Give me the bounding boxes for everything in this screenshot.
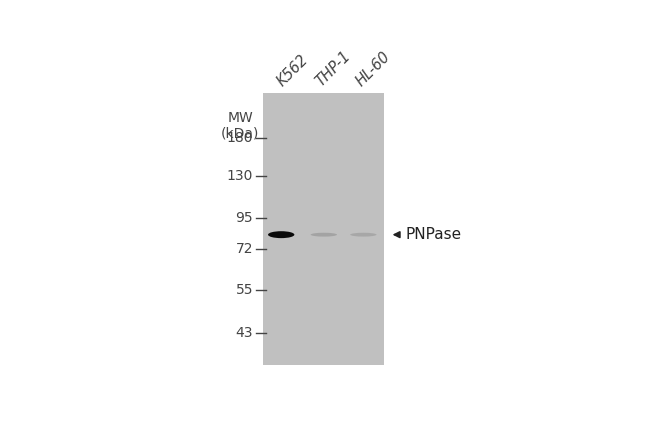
Text: 95: 95 [235,211,253,225]
Text: MW
(kDa): MW (kDa) [221,111,259,141]
Bar [263,93,383,365]
Ellipse shape [268,231,294,238]
Text: PNPase: PNPase [405,227,461,242]
Text: 43: 43 [235,326,253,340]
Text: 180: 180 [227,131,253,145]
Text: K562: K562 [274,52,311,89]
Ellipse shape [350,233,376,237]
Ellipse shape [311,233,337,237]
Text: 130: 130 [227,169,253,183]
Text: THP-1: THP-1 [313,49,354,89]
Text: HL-60: HL-60 [353,49,393,89]
Text: 72: 72 [235,241,253,256]
Text: 55: 55 [235,283,253,297]
